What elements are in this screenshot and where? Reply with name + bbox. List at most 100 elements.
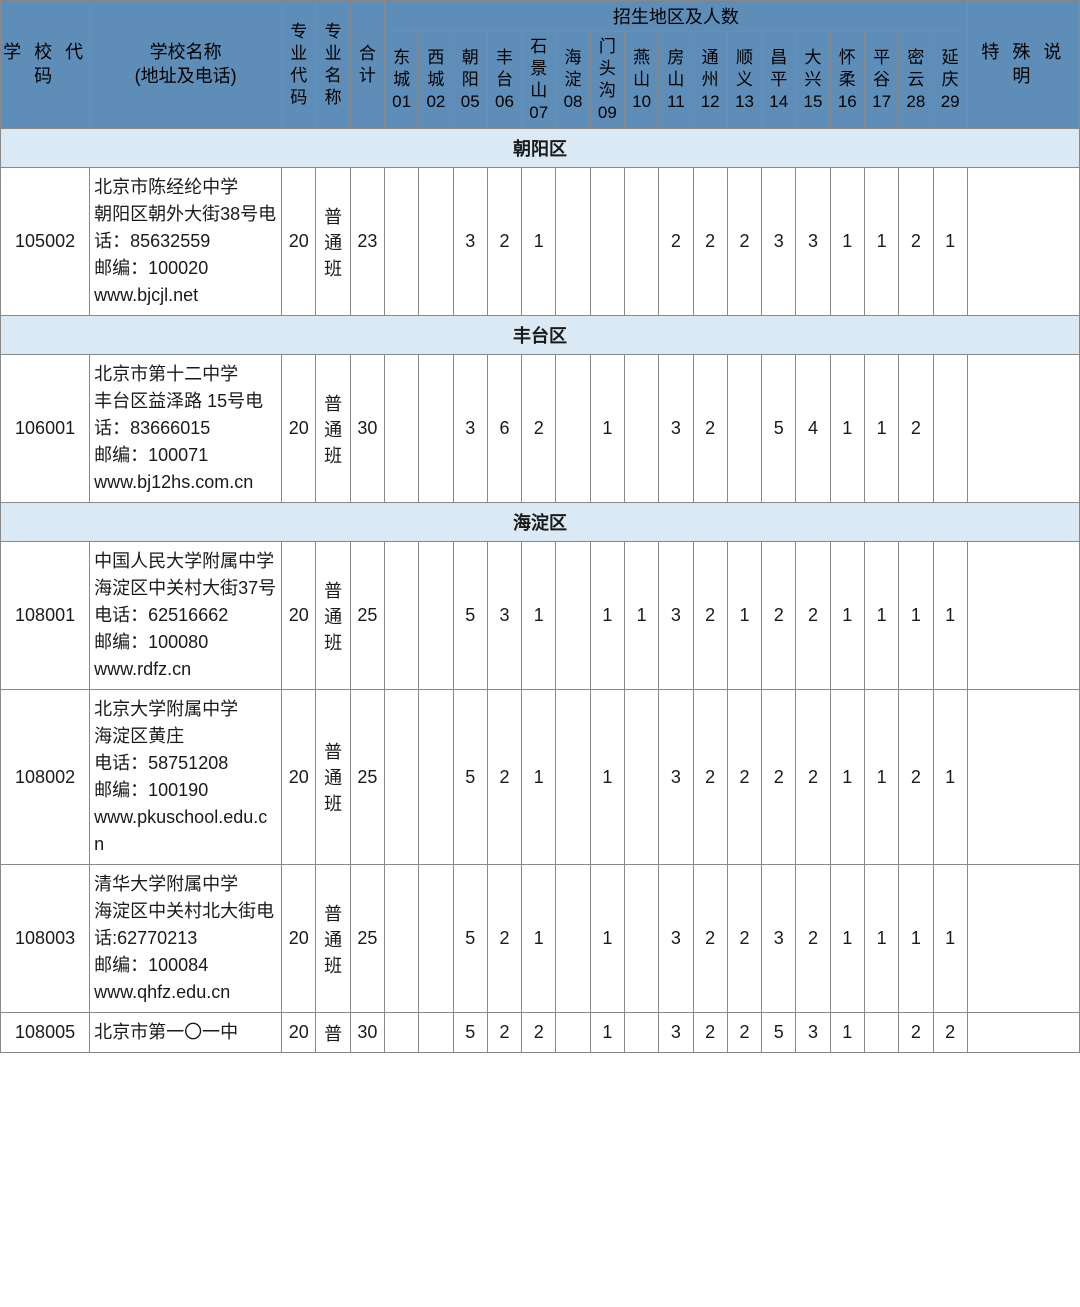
cell-region [419,542,453,690]
cell-region: 3 [796,168,830,316]
th-region-07: 石景山07 [522,32,556,129]
cell-total: 30 [350,355,384,503]
cell-region: 2 [727,690,761,865]
cell-region: 5 [762,1013,796,1053]
cell-region: 3 [762,168,796,316]
district-row: 丰台区 [1,316,1080,355]
cell-major-name: 普通班 [316,690,350,865]
table-row: 108005北京市第一〇一中20普30522132253122 [1,1013,1080,1053]
cell-region: 1 [590,690,624,865]
cell-region: 1 [933,690,967,865]
cell-total: 25 [350,542,384,690]
district-name: 海淀区 [1,503,1080,542]
th-region-06: 丰台06 [487,32,521,129]
cell-region: 3 [659,690,693,865]
cell-region: 1 [864,865,898,1013]
cell-region: 3 [453,168,487,316]
th-region-29: 延庆29 [933,32,967,129]
cell-region: 5 [453,690,487,865]
cell-region: 1 [864,168,898,316]
district-row: 海淀区 [1,503,1080,542]
cell-region [556,690,590,865]
cell-major-code: 20 [282,690,316,865]
cell-region: 1 [933,865,967,1013]
table-row: 108001中国人民大学附属中学海淀区中关村大街37号电话：62516662邮编… [1,542,1080,690]
cell-region: 1 [522,690,556,865]
cell-region: 2 [933,1013,967,1053]
cell-region: 5 [762,355,796,503]
cell-region: 1 [590,865,624,1013]
cell-school-code: 105002 [1,168,90,316]
table-row: 105002北京市陈经纶中学朝阳区朝外大街38号电话：85632559邮编：10… [1,168,1080,316]
district-row: 朝阳区 [1,129,1080,168]
cell-school-name: 中国人民大学附属中学海淀区中关村大街37号电话：62516662邮编：10008… [90,542,282,690]
cell-school-name: 北京市第十二中学丰台区益泽路 15号电话：83666015邮编：100071ww… [90,355,282,503]
cell-school-code: 106001 [1,355,90,503]
cell-school-name: 北京市第一〇一中 [90,1013,282,1053]
cell-region [864,1013,898,1053]
cell-region: 2 [487,168,521,316]
cell-region [624,168,658,316]
cell-region [556,355,590,503]
cell-region: 2 [899,1013,933,1053]
cell-region: 1 [624,542,658,690]
cell-total: 30 [350,1013,384,1053]
cell-region [419,168,453,316]
cell-total: 23 [350,168,384,316]
cell-region: 1 [830,355,864,503]
th-major-name-text: 专业名称 [325,22,342,107]
cell-region [556,865,590,1013]
cell-region [556,1013,590,1053]
th-school-name-text: 学校名称(地址及电话) [135,42,237,85]
cell-region: 2 [899,168,933,316]
cell-school-code: 108003 [1,865,90,1013]
cell-region: 1 [830,542,864,690]
cell-region: 2 [693,168,727,316]
th-region-01: 东城01 [385,32,419,129]
cell-region: 2 [796,690,830,865]
cell-region [556,168,590,316]
cell-region: 2 [727,865,761,1013]
cell-school-code: 108001 [1,542,90,690]
cell-special-note [967,865,1079,1013]
cell-region: 1 [830,865,864,1013]
th-special-note-text: 特 殊 说 明 [981,42,1065,85]
cell-major-code: 20 [282,168,316,316]
cell-school-code: 108002 [1,690,90,865]
cell-region: 1 [830,168,864,316]
th-region-15: 大兴15 [796,32,830,129]
cell-region: 2 [899,690,933,865]
cell-total: 25 [350,865,384,1013]
th-total: 合计 [350,1,384,129]
cell-region: 2 [762,690,796,865]
cell-region [385,542,419,690]
cell-school-name: 北京市陈经纶中学朝阳区朝外大街38号电话：85632559邮编：100020ww… [90,168,282,316]
cell-region [624,355,658,503]
cell-region: 1 [522,542,556,690]
cell-region: 3 [453,355,487,503]
cell-region [419,690,453,865]
cell-region: 3 [659,542,693,690]
cell-region: 2 [522,1013,556,1053]
cell-region: 3 [796,1013,830,1053]
cell-region: 2 [796,865,830,1013]
cell-region: 2 [727,1013,761,1053]
cell-special-note [967,1013,1079,1053]
cell-region: 2 [693,865,727,1013]
th-special-note: 特 殊 说 明 [967,1,1079,129]
cell-special-note [967,168,1079,316]
cell-region [590,168,624,316]
cell-region: 2 [693,690,727,865]
cell-region: 1 [590,542,624,690]
cell-special-note [967,690,1079,865]
cell-region: 3 [487,542,521,690]
cell-region [385,690,419,865]
cell-major-name: 普 [316,1013,350,1053]
cell-region [385,865,419,1013]
th-region-17: 平谷17 [864,32,898,129]
cell-major-code: 20 [282,355,316,503]
cell-region: 3 [659,355,693,503]
th-major-name: 专业名称 [316,1,350,129]
th-region-02: 西城02 [419,32,453,129]
cell-region [624,1013,658,1053]
